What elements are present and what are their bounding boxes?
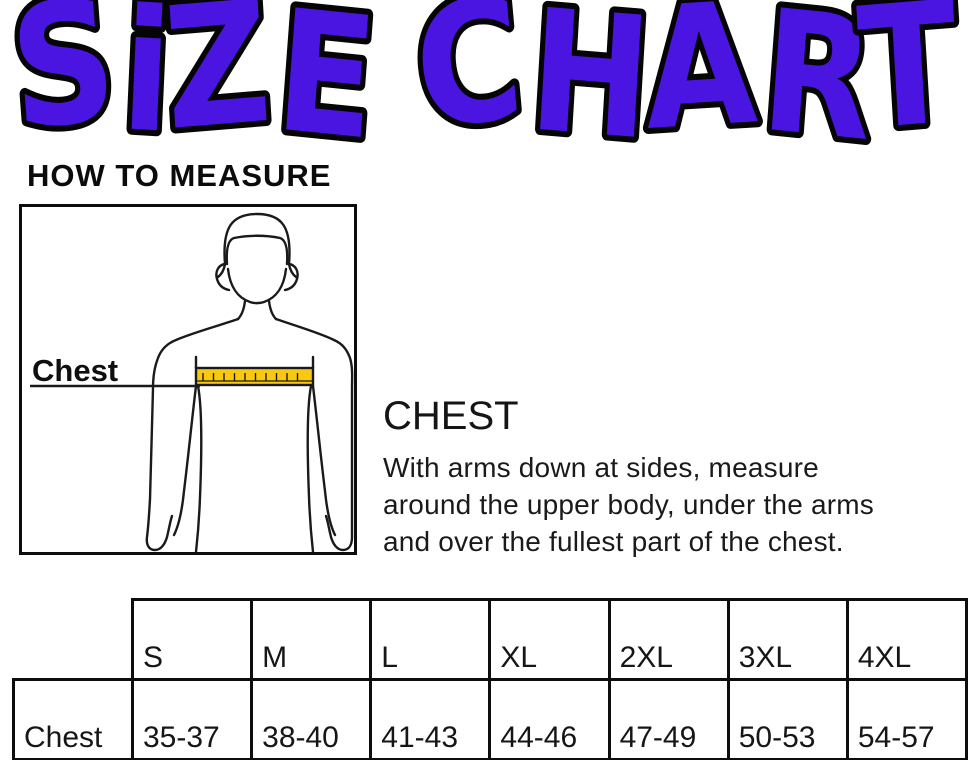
size-table-empty-corner (14, 600, 133, 680)
chest-range-cell: 35-37 (130, 678, 254, 760)
figure-inner-arm-left (172, 384, 198, 537)
chest-range-cell: 44-46 (488, 678, 611, 760)
size-column-header: XL (488, 598, 611, 681)
figure-hair-flick-right (287, 262, 298, 279)
measurement-diagram: Chest (19, 204, 357, 555)
chest-instructions: With arms down at sides, measure around … (383, 449, 874, 560)
instruction-line: With arms down at sides, measure (383, 452, 819, 483)
chest-range-cell: 54-57 (845, 678, 969, 760)
figure-neck-right (267, 299, 278, 321)
figure-ear-left (215, 262, 231, 292)
figure-hair-flick-left (216, 262, 227, 279)
chest-section-heading: CHEST (383, 394, 519, 438)
size-column-header: 4XL (845, 598, 969, 681)
size-table-header-row: S M L XL 2XL 3XL 4XL (14, 598, 969, 681)
figure-shoulder-arm-left (145, 317, 240, 552)
figure-torso-left (194, 384, 203, 552)
figure-shoulder-arm-right (274, 317, 354, 552)
page-title: SiZE CHART (2, 0, 963, 152)
chest-range-cell: 38-40 (250, 678, 373, 760)
figure-hair-outline (223, 212, 291, 266)
size-column-header: 2XL (607, 598, 730, 681)
instruction-line: and over the fullest part of the chest. (383, 526, 844, 557)
chest-range-cell: 50-53 (726, 678, 849, 760)
title-banner: SiZE CHART (0, 0, 970, 152)
torso-figure-illustration: Chest (30, 212, 354, 552)
row-label-chest: Chest (12, 678, 134, 760)
size-table-chest-row: Chest 35-37 38-40 41-43 44-46 47-49 50-5… (12, 678, 969, 760)
figure-torso-right (306, 384, 315, 552)
tape-measure-ticks (202, 373, 299, 381)
size-table: S M L XL 2XL 3XL 4XL Chest 35-37 38-40 4… (12, 598, 969, 760)
figure-face-outline (226, 267, 288, 305)
instruction-line: around the upper body, under the arms (383, 489, 874, 520)
how-to-measure-heading: HOW TO MEASURE (27, 158, 332, 193)
figure-inner-arm-right (311, 384, 337, 537)
chest-range-cell: 41-43 (369, 678, 492, 760)
size-column-header: 3XL (726, 598, 849, 681)
figure-hairline (225, 234, 289, 266)
figure-ear-right (283, 262, 299, 292)
figure-neck-left (236, 299, 247, 321)
size-column-header: L (369, 598, 492, 681)
chest-diagram-label: Chest (32, 353, 118, 388)
size-column-header: M (250, 598, 373, 681)
size-column-header: S (130, 598, 254, 681)
chest-range-cell: 47-49 (607, 678, 730, 760)
